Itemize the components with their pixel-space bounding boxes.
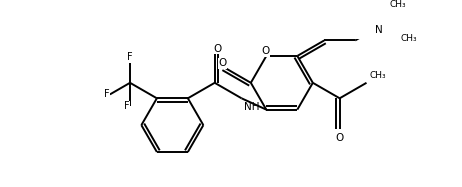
Text: F: F [104,89,109,99]
Text: O: O [218,58,226,68]
Text: F: F [124,101,129,111]
Text: O: O [335,133,344,143]
Text: CH₃: CH₃ [400,34,417,43]
Text: NH: NH [244,102,260,112]
Text: N: N [375,25,382,35]
Text: CH₃: CH₃ [370,71,386,80]
Text: O: O [261,46,270,56]
Text: F: F [127,52,133,62]
Text: CH₃: CH₃ [389,0,406,9]
Text: O: O [214,44,222,53]
